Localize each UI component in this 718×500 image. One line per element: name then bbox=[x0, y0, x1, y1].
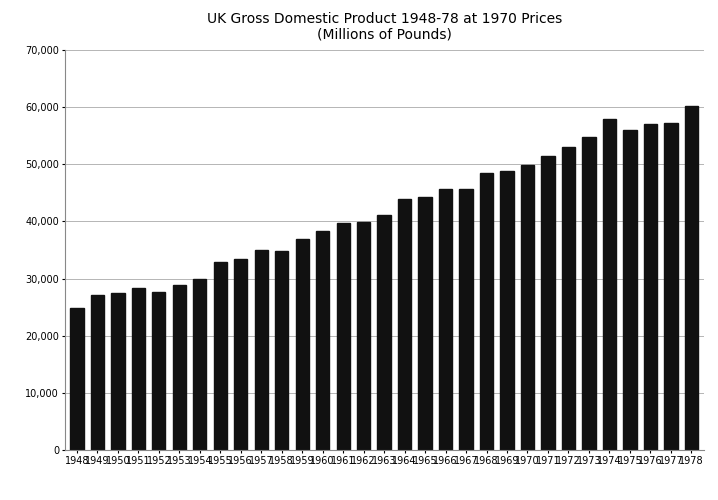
Bar bbox=[193, 278, 207, 450]
Bar bbox=[500, 170, 513, 450]
Bar bbox=[70, 308, 83, 450]
Bar bbox=[561, 147, 575, 450]
Bar bbox=[275, 250, 289, 450]
Bar bbox=[131, 288, 145, 450]
Bar bbox=[541, 156, 554, 450]
Bar bbox=[90, 294, 104, 450]
Bar bbox=[582, 138, 596, 450]
Bar bbox=[398, 198, 411, 450]
Bar bbox=[337, 223, 350, 450]
Bar bbox=[172, 285, 186, 450]
Bar bbox=[603, 119, 616, 450]
Bar bbox=[623, 130, 637, 450]
Bar bbox=[521, 165, 534, 450]
Bar bbox=[255, 250, 268, 450]
Bar bbox=[378, 214, 391, 450]
Bar bbox=[296, 239, 309, 450]
Bar bbox=[234, 258, 248, 450]
Bar bbox=[111, 293, 124, 450]
Bar bbox=[460, 189, 472, 450]
Bar bbox=[439, 189, 452, 450]
Bar bbox=[419, 197, 432, 450]
Bar bbox=[664, 123, 678, 450]
Bar bbox=[480, 173, 493, 450]
Bar bbox=[152, 292, 165, 450]
Bar bbox=[357, 222, 370, 450]
Title: UK Gross Domestic Product 1948-78 at 1970 Prices
(Millions of Pounds): UK Gross Domestic Product 1948-78 at 197… bbox=[207, 12, 561, 42]
Bar bbox=[316, 231, 330, 450]
Bar bbox=[685, 106, 698, 450]
Bar bbox=[644, 124, 657, 450]
Bar bbox=[214, 262, 227, 450]
